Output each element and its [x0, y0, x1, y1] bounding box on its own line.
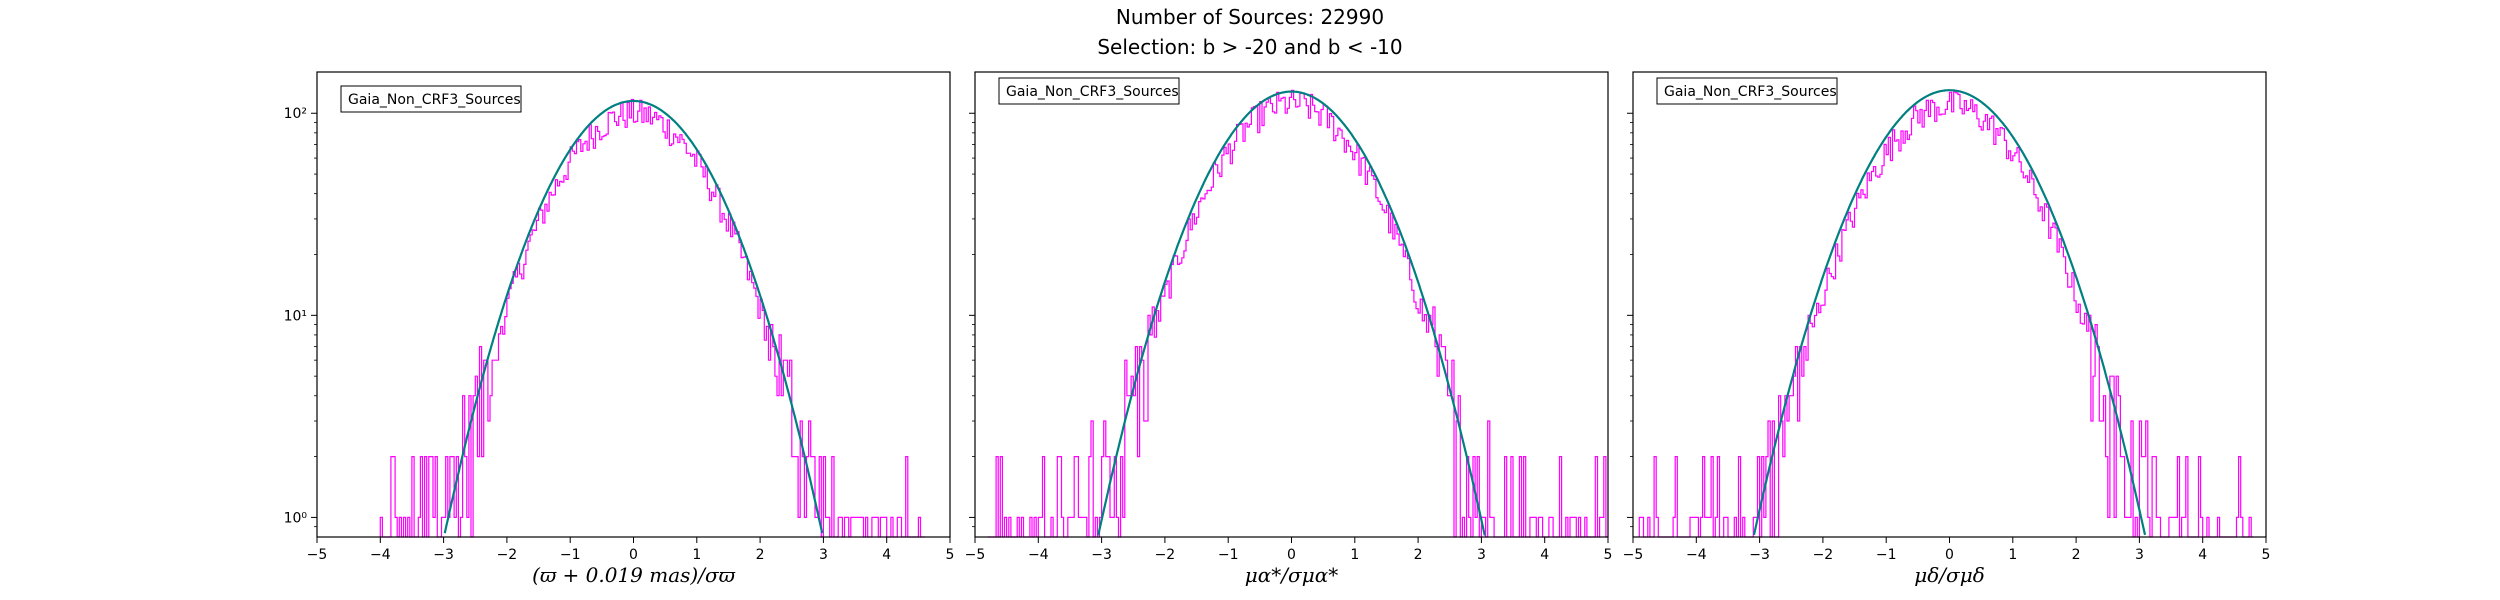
x-tick-label: 4 [2198, 547, 2207, 563]
histogram-series [1638, 91, 2254, 538]
x-tick-label: −2 [1155, 547, 1176, 563]
gaussian-fit-line [1752, 89, 2147, 536]
x-tick-label: −4 [1686, 547, 1707, 563]
y-tick-label: 10¹ [284, 308, 307, 324]
x-tick-label: −2 [1813, 547, 1834, 563]
legend-label: Gaia_Non_CRF3_Sources [1006, 84, 1179, 100]
x-tick-label: 3 [1477, 547, 1486, 563]
panel-1: −5 −4 −3 −2 −1 0 1 2 3 4 5 10⁰ 10¹ 10² (ϖ + 0.019 mas)… [284, 71, 955, 587]
legend-label: Gaia_Non_CRF3_Sources [1664, 84, 1837, 100]
legend-box [1656, 77, 1838, 105]
x-axis-label: (ϖ + 0.019 mas)/σϖ [532, 563, 736, 587]
suptitle-line2: Selection: b > -20 and b < -10 [1097, 35, 1402, 59]
x-tick-label: −3 [1749, 547, 1770, 563]
histogram-series [379, 98, 925, 538]
x-tick-label: −1 [560, 547, 581, 563]
x-axis-label: μα*/σμα* [1245, 563, 1338, 587]
x-tick-label: 0 [1287, 547, 1296, 563]
x-tick-label: 3 [819, 547, 828, 563]
x-tick-label: 4 [1540, 547, 1549, 563]
x-tick-label: 1 [692, 547, 701, 563]
x-tick-label: −1 [1876, 547, 1897, 563]
x-tick-label: 0 [629, 547, 638, 563]
x-tick-label: −3 [1091, 547, 1112, 563]
x-tick-label: 2 [2072, 547, 2081, 563]
gaussian-fit-line [1097, 90, 1486, 536]
suptitle-line1: Number of Sources: 22990 [1116, 5, 1384, 29]
x-tick-label: 2 [1414, 547, 1423, 563]
x-tick-label: −1 [1218, 547, 1239, 563]
legend-box [340, 85, 522, 113]
x-tick-label: −5 [307, 547, 328, 563]
y-tick-label: 10² [284, 106, 307, 122]
x-tick-label: 1 [1350, 547, 1359, 563]
x-tick-label: 5 [946, 547, 955, 563]
x-tick-label: −4 [1028, 547, 1049, 563]
x-axis-label: μδ/σμδ [1914, 563, 1984, 587]
gaussian-fit-line [443, 99, 824, 534]
histogram-series [987, 89, 1608, 538]
x-tick-label: −3 [433, 547, 454, 563]
x-tick-label: 1 [2008, 547, 2017, 563]
legend-box [998, 77, 1180, 105]
x-tick-label: −4 [370, 547, 391, 563]
x-tick-label: 5 [1604, 547, 1613, 563]
x-tick-label: 4 [882, 547, 891, 563]
x-tick-label: −5 [1623, 547, 1644, 563]
x-tick-label: 3 [2135, 547, 2144, 563]
legend-label: Gaia_Non_CRF3_Sources [348, 92, 521, 108]
x-tick-label: −2 [497, 547, 518, 563]
x-tick-label: 0 [1945, 547, 1954, 563]
x-tick-label: 2 [756, 547, 765, 563]
x-tick-label: 5 [2262, 547, 2271, 563]
y-tick-label: 10⁰ [284, 510, 308, 526]
panel-3: −5 −4 −3 −2 −1 0 1 2 3 4 5 μδ/σμδ Gaia_Non_CRF3_Sour… [1623, 71, 2271, 587]
panel-2: −5 −4 −3 −2 −1 0 1 2 3 4 5 μα*/σμα* Gaia_Non_CRF3_So… [965, 71, 1613, 587]
x-tick-label: −5 [965, 547, 986, 563]
axes-frame [1632, 71, 2267, 538]
